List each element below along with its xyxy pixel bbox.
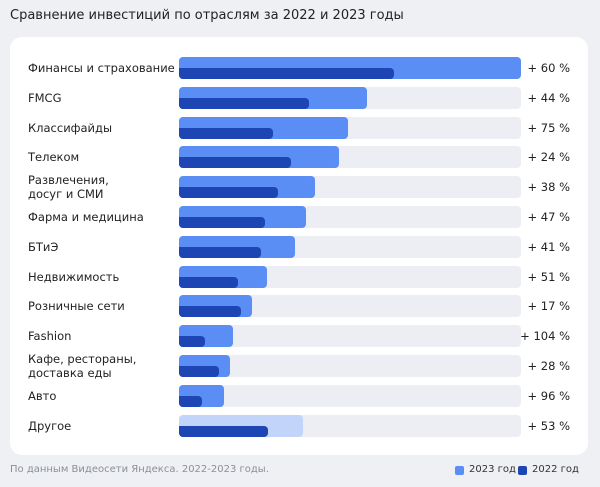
category-label: Телеком [28, 150, 80, 165]
bar [179, 395, 202, 407]
bar [179, 68, 395, 79]
category-label: Розничные сети [28, 299, 125, 314]
category-label: FMCG [28, 90, 62, 105]
category-label: Развлечения, досуг и СМИ [28, 173, 109, 202]
bar [179, 336, 205, 348]
bar [179, 217, 265, 228]
growth-label: + 51 % [527, 269, 570, 284]
bar-track [179, 355, 521, 377]
category-label: Fashion [28, 329, 72, 344]
category-label: БТиЭ [28, 239, 59, 254]
growth-label: + 60 % [527, 61, 570, 75]
bar [179, 97, 309, 109]
bar [179, 246, 262, 258]
growth-label: + 75 % [527, 120, 570, 135]
category-label: Другое [28, 418, 72, 433]
bar [179, 157, 291, 169]
bar-track [179, 384, 521, 407]
growth-label: + 104 % [520, 329, 570, 344]
category-label: Кафе, рестораны, доставка еды [28, 352, 137, 380]
chart-title: Сравнение инвестиций по отраслям за 2022… [10, 8, 404, 23]
legend-swatch [518, 466, 527, 475]
bar-track [179, 295, 521, 318]
growth-label: + 17 % [527, 299, 570, 314]
bar-track [179, 325, 521, 348]
bar [179, 276, 239, 288]
growth-label: + 53 % [527, 418, 570, 433]
category-label: Авто [28, 388, 57, 403]
source-note: По данным Видеосети Яндекса. 2022-2023 г… [10, 464, 269, 475]
growth-label: + 28 % [527, 359, 570, 373]
growth-label: + 44 % [527, 90, 570, 105]
bar [179, 127, 274, 139]
category-label: Классифайды [28, 120, 113, 135]
growth-label: + 96 % [527, 388, 570, 403]
growth-label: + 38 % [527, 180, 570, 195]
legend-swatch [455, 466, 464, 475]
legend-label: 2022 год [532, 464, 579, 475]
bar [179, 187, 278, 199]
category-label: Недвижимость [28, 269, 120, 284]
growth-label: + 41 % [527, 239, 570, 254]
growth-label: + 47 % [527, 210, 570, 224]
bar [179, 366, 219, 377]
bar [179, 306, 241, 318]
growth-label: + 24 % [527, 150, 570, 165]
category-label: Финансы и страхование [28, 61, 175, 75]
bar [179, 425, 268, 437]
legend-label: 2023 год [469, 464, 516, 475]
category-label: Фарма и медицина [28, 210, 144, 224]
